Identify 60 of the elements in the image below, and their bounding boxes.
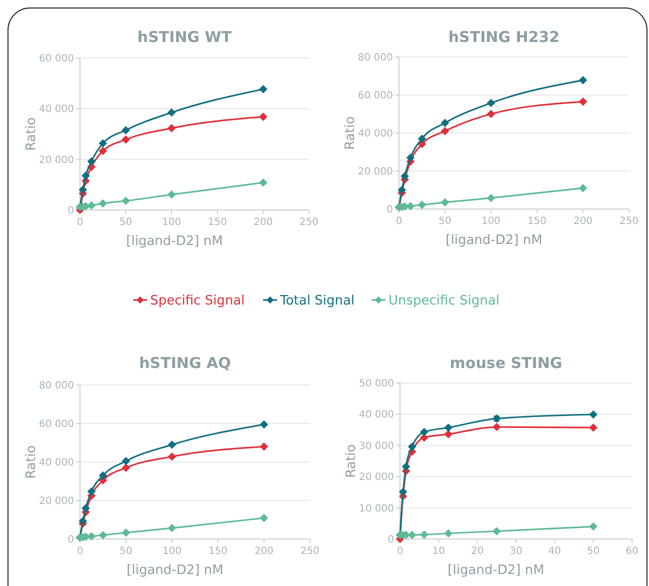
x-tick-label: 0 — [396, 546, 404, 557]
y-tick-label: 20 000 — [359, 472, 394, 484]
x-tick-label: 150 — [527, 216, 547, 227]
legend-label: Specific Signal — [150, 294, 245, 308]
y-tick-label: 60 000 — [39, 54, 74, 64]
y-tick-label: 60 000 — [358, 90, 393, 102]
x-tick-label: 150 — [208, 217, 227, 228]
y-tick-label: 0 — [68, 534, 74, 546]
x-tick-label: 50 — [586, 546, 600, 557]
y-axis-title: Ratio — [343, 116, 358, 150]
y-tick-label: 20 000 — [358, 166, 393, 178]
y-axis-title: Ratio — [24, 117, 39, 151]
y-tick-label: 0 — [388, 534, 394, 546]
x-axis-title: [ligand-D2] nM — [126, 563, 224, 578]
legend-label: Total Signal — [279, 294, 355, 308]
x-tick-label: 200 — [254, 546, 274, 557]
x-tick-label: 50 — [119, 217, 132, 228]
x-tick-label: 250 — [300, 546, 320, 557]
y-axis-title: Ratio — [24, 445, 39, 479]
x-tick-label: 0 — [76, 217, 84, 228]
x-tick-label: 200 — [573, 216, 593, 227]
y-tick-label: 20 000 — [39, 496, 74, 507]
y-tick-label: 40 000 — [359, 410, 394, 421]
chart-title: hSTING WT — [137, 28, 232, 46]
y-tick-label: 0 — [386, 204, 393, 216]
legend-label: Unspecific Signal — [388, 294, 500, 308]
x-tick-label: 50 — [120, 546, 132, 557]
x-tick-label: 0 — [76, 546, 84, 557]
y-tick-label: 80 000 — [358, 52, 393, 64]
x-tick-label: 30 — [510, 546, 522, 557]
x-axis-title: [ligand-D2] nM — [446, 233, 542, 248]
x-axis-title: [ligand-D2] nM — [448, 563, 544, 578]
y-tick-label: 40 000 — [39, 458, 74, 468]
x-tick-label: 10 — [432, 546, 446, 557]
chart-title: mouse STING — [450, 354, 562, 372]
x-tick-label: 100 — [481, 216, 501, 227]
x-axis-title: [ligand-D2] nM — [126, 234, 223, 249]
y-tick-label: 40 000 — [358, 128, 393, 140]
y-axis-title: Ratio — [344, 444, 359, 478]
x-tick-label: 40 — [548, 546, 562, 557]
x-tick-label: 20 — [470, 546, 484, 557]
x-tick-label: 150 — [208, 546, 228, 557]
x-tick-label: 250 — [299, 217, 319, 228]
y-tick-label: 50 000 — [359, 378, 394, 390]
y-tick-label: 60 000 — [39, 419, 74, 430]
y-tick-label: 40 000 — [39, 104, 74, 116]
x-tick-label: 50 — [438, 216, 452, 227]
y-tick-label: 80 000 — [39, 380, 74, 392]
x-tick-label: 60 — [626, 546, 638, 557]
y-tick-label: 0 — [68, 206, 74, 216]
x-tick-label: 100 — [162, 217, 182, 228]
y-tick-label: 30 000 — [359, 440, 394, 452]
y-tick-label: 20 000 — [39, 154, 74, 166]
x-tick-label: 200 — [254, 217, 273, 228]
x-tick-label: 250 — [619, 216, 639, 227]
chart-title: hSTING AQ — [139, 354, 231, 372]
y-tick-label: 10 000 — [359, 503, 394, 514]
chart-title: hSTING H232 — [448, 28, 560, 46]
x-tick-label: 100 — [162, 546, 182, 557]
x-tick-label: 0 — [396, 216, 402, 227]
